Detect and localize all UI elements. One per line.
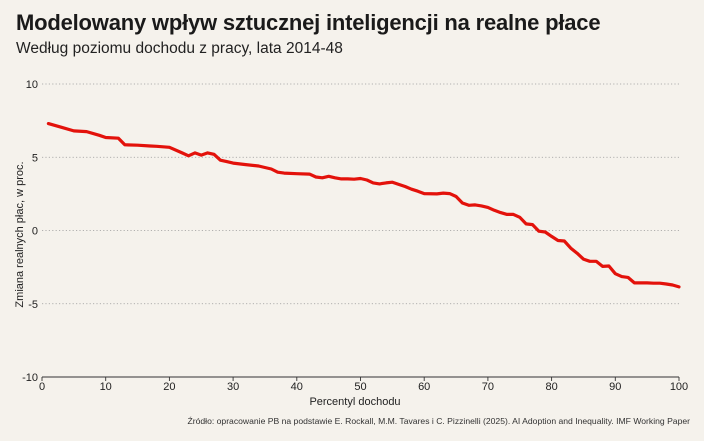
y-tick-label: 0 [32,226,38,238]
x-axis-label: Percentyl dochodu [309,396,400,408]
series-group [46,121,681,289]
x-tick-label: 20 [163,381,175,393]
chart-title: Modelowany wpływ sztucznej inteligencji … [16,10,601,35]
y-axis-ticks: 10 5 0 -5 -10 [22,79,38,384]
chart-subtitle: Według poziomu dochodu z pracy, lata 201… [16,40,343,57]
x-tick-label: 100 [670,381,688,393]
y-tick-label: 10 [26,79,38,91]
y-tick-label: -10 [22,372,38,384]
gridlines [42,83,679,305]
y-tick-label: -5 [28,299,38,311]
y-tick-label: 5 [32,152,38,164]
x-tick-label: 60 [418,381,430,393]
x-tick-label: 70 [482,381,494,393]
x-tick-label: 90 [609,381,621,393]
source-note: Źródło: opracowanie PB na podstawie E. R… [187,416,691,426]
x-tick-label: 10 [100,381,112,393]
x-tick-label: 40 [291,381,303,393]
x-axis-ticks: 0 10 20 30 40 50 60 70 80 90 100 [39,377,688,393]
x-tick-label: 80 [545,381,557,393]
x-tick-label: 30 [227,381,239,393]
x-tick-label: 50 [354,381,366,393]
y-axis-label: Zmiana realnych płac, w proc. [14,161,26,307]
x-tick-label: 0 [39,381,45,393]
series-line-0 [46,121,681,289]
